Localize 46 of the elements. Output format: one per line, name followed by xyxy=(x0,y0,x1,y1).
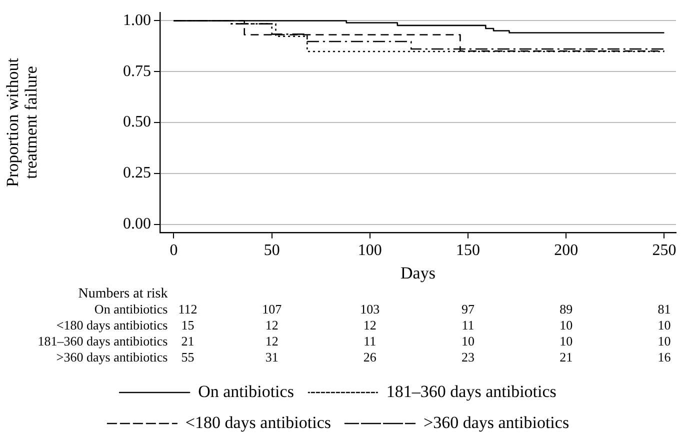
legend-label: <180 days antibiotics xyxy=(185,412,332,432)
x-tick-label: 250 xyxy=(652,242,676,260)
text: 21 xyxy=(560,349,573,364)
text: Numbers at risk xyxy=(78,286,168,302)
text: 11 xyxy=(364,333,376,348)
text: 11 xyxy=(462,317,474,332)
x-tick-label: 50 xyxy=(264,242,280,260)
legend-label: On antibiotics xyxy=(198,382,294,401)
y-axis-title: Proportion without treatment failure xyxy=(2,58,41,187)
y-tick-label: 1.00 xyxy=(123,12,151,29)
x-axis-title: Days xyxy=(400,263,436,282)
text: 181–360 days antibiotics xyxy=(38,333,168,348)
x-tick-label: 0 xyxy=(170,242,178,260)
text: 10 xyxy=(560,333,573,348)
text: 10 xyxy=(658,317,671,332)
y-tick-label: 0.50 xyxy=(123,114,151,131)
text: 112 xyxy=(178,301,198,316)
text: 103 xyxy=(360,301,380,316)
x-tick-label: 200 xyxy=(554,242,578,260)
legend-label: 181–360 days antibiotics xyxy=(386,382,556,401)
text: 12 xyxy=(363,317,376,332)
text: 31 xyxy=(265,349,278,364)
y-tick-label: 0.00 xyxy=(123,215,151,232)
text: 16 xyxy=(658,349,672,364)
text: 12 xyxy=(265,333,278,348)
text: >360 days antibiotics xyxy=(56,349,168,364)
text: 81 xyxy=(658,301,671,316)
text: 107 xyxy=(262,301,282,316)
text: 10 xyxy=(462,333,475,348)
text: 55 xyxy=(181,349,194,364)
y-tick-label: 0.75 xyxy=(123,62,151,80)
text: 21 xyxy=(181,333,194,348)
text: 23 xyxy=(462,349,475,364)
text: 10 xyxy=(658,333,671,348)
text: <180 days antibiotics xyxy=(56,317,168,332)
text: 12 xyxy=(265,317,278,332)
text: 26 xyxy=(363,349,377,364)
legend-label: >360 days antibiotics xyxy=(424,412,570,432)
text: 10 xyxy=(560,317,573,332)
x-tick-label: 150 xyxy=(456,242,480,260)
x-tick-label: 100 xyxy=(358,242,382,260)
text: 89 xyxy=(560,301,573,316)
y-tick-label: 0.25 xyxy=(123,164,151,182)
text: On antibiotics xyxy=(94,301,168,316)
text: 97 xyxy=(462,301,476,316)
text: 15 xyxy=(181,317,194,332)
